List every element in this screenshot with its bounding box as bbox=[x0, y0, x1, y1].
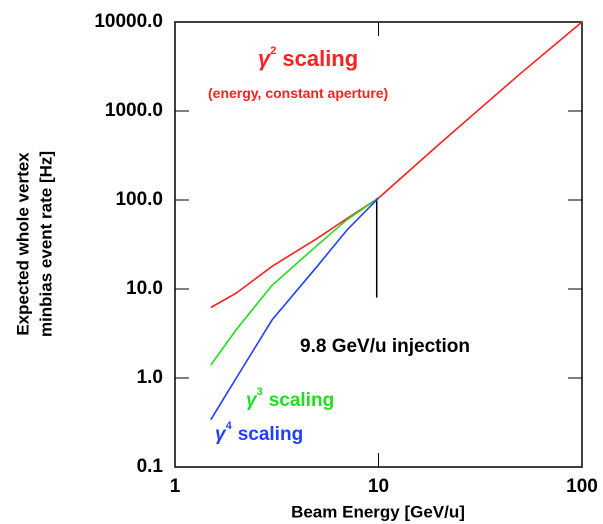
y-tick-label: 10000.0 bbox=[94, 11, 163, 32]
annotation: 9.8 GeV/u injection bbox=[300, 336, 470, 357]
annotation-symbol: γ bbox=[246, 390, 258, 411]
y-axis-label: Expected whole vertex bbox=[13, 152, 32, 336]
annotation-superscript: 4 bbox=[226, 420, 233, 432]
y-tick-label: 100.0 bbox=[115, 189, 163, 210]
annotation: γ4 scaling bbox=[215, 420, 303, 445]
annotation-text: scaling bbox=[282, 46, 358, 71]
line bbox=[210, 197, 380, 421]
annotation-text: (energy, constant aperture) bbox=[208, 85, 388, 101]
y-tick-label: 1.0 bbox=[137, 367, 163, 388]
y-axis-label: minbias event rate [Hz] bbox=[36, 151, 55, 337]
annotation-superscript: 3 bbox=[257, 386, 263, 398]
x-tick-label: 1 bbox=[170, 476, 181, 497]
y-tick-label: 10.0 bbox=[126, 278, 163, 299]
x-tick-label: 10 bbox=[368, 476, 389, 497]
x-tick-label: 100 bbox=[566, 476, 598, 497]
annotation: γ2 scaling bbox=[258, 45, 358, 71]
annotation-text: scaling bbox=[238, 424, 303, 445]
line bbox=[210, 21, 583, 309]
annotation-symbol: γ bbox=[258, 46, 272, 71]
annotation-text: 9.8 GeV/u injection bbox=[300, 336, 470, 357]
annotation: γ3 scaling bbox=[246, 386, 334, 411]
line bbox=[210, 197, 379, 366]
x-axis-label: Beam Energy [GeV/u] bbox=[291, 502, 465, 521]
annotation: (energy, constant aperture) bbox=[208, 85, 388, 101]
annotation-superscript: 2 bbox=[270, 45, 276, 57]
annotation-symbol: γ bbox=[215, 424, 227, 445]
annotation-text: scaling bbox=[269, 390, 334, 411]
y-tick-label: 1000.0 bbox=[105, 100, 163, 121]
y-tick-label: 0.1 bbox=[137, 456, 164, 477]
